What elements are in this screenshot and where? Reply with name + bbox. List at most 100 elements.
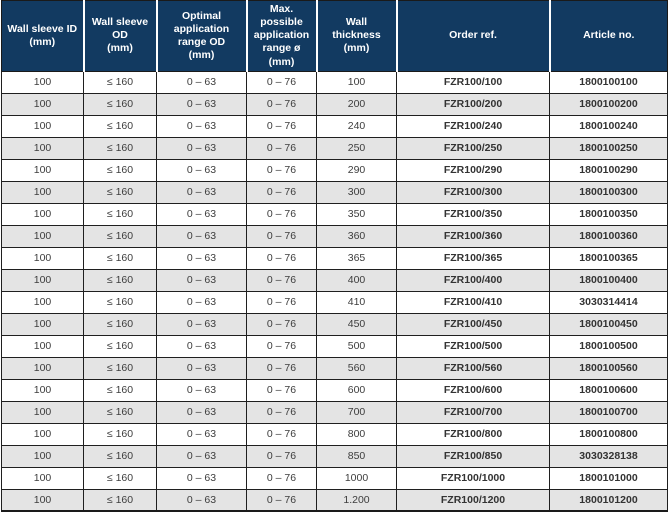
table-row: 100 ≤ 160 0 – 63 0 – 76 800 FZR100/800 1800100…: [1, 422, 668, 446]
table-cell: 100: [1, 180, 84, 204]
table-cell: 0 – 63: [156, 70, 247, 94]
table-cell: 1000: [316, 466, 397, 490]
table-cell: 1800100450: [549, 312, 668, 336]
table-cell: FZR100/410: [396, 290, 550, 314]
table-cell: 0 – 76: [246, 312, 317, 336]
table-cell: 0 – 76: [246, 290, 317, 314]
table-cell: ≤ 160: [83, 488, 157, 513]
table-cell: ≤ 160: [83, 70, 157, 94]
table-cell: 100: [1, 444, 84, 468]
table-cell: 0 – 63: [156, 356, 247, 380]
table-cell: FZR100/450: [396, 312, 550, 336]
table-cell: 0 – 76: [246, 356, 317, 380]
table-cell: ≤ 160: [83, 114, 157, 138]
table-cell: FZR100/1000: [396, 466, 550, 490]
table-cell: 450: [316, 312, 397, 336]
table-cell: 100: [1, 136, 84, 160]
table-cell: 100: [1, 246, 84, 270]
table-cell: ≤ 160: [83, 312, 157, 336]
table-cell: ≤ 160: [83, 334, 157, 358]
table-cell: 1800100600: [549, 378, 668, 402]
table-cell: 1800100360: [549, 224, 668, 248]
table-cell: 1800100700: [549, 400, 668, 424]
header-row: Wall sleeve ID (mm) Wall sleeve OD (mm) …: [1, 0, 668, 72]
table-cell: FZR100/600: [396, 378, 550, 402]
table-cell: 0 – 76: [246, 488, 317, 513]
table-cell: 850: [316, 444, 397, 468]
table-cell: 800: [316, 422, 397, 446]
table-cell: 0 – 76: [246, 158, 317, 182]
table-cell: FZR100/400: [396, 268, 550, 292]
table-row: 100 ≤ 160 0 – 63 0 – 76 290 FZR100/290 1800100…: [1, 158, 668, 182]
table-cell: ≤ 160: [83, 356, 157, 380]
table-cell: ≤ 160: [83, 290, 157, 314]
table-row: 100 ≤ 160 0 – 63 0 – 76 350 FZR100/350 1800100…: [1, 202, 668, 226]
table-cell: 1800100300: [549, 180, 668, 204]
table-cell: 360: [316, 224, 397, 248]
table-cell: 0 – 76: [246, 136, 317, 160]
table-cell: 100: [1, 114, 84, 138]
table-cell: 365: [316, 246, 397, 270]
table-cell: 0 – 63: [156, 202, 247, 226]
table-cell: 100: [1, 268, 84, 292]
product-spec-table: Wall sleeve ID (mm) Wall sleeve OD (mm) …: [1, 0, 668, 513]
table-cell: 0 – 76: [246, 180, 317, 204]
table-cell: 3030314414: [549, 290, 668, 314]
table-cell: 0 – 76: [246, 422, 317, 446]
table-cell: 0 – 63: [156, 466, 247, 490]
table-cell: 0 – 76: [246, 224, 317, 248]
table-cell: 1800100500: [549, 334, 668, 358]
table-cell: 0 – 76: [246, 466, 317, 490]
table-cell: 100: [1, 488, 84, 513]
table-cell: 1800100100: [549, 70, 668, 94]
table-cell: 0 – 63: [156, 488, 247, 513]
table-cell: 0 – 63: [156, 312, 247, 336]
table-cell: 0 – 76: [246, 334, 317, 358]
table-cell: 0 – 63: [156, 158, 247, 182]
table-cell: 400: [316, 268, 397, 292]
table-cell: 100: [1, 356, 84, 380]
table-cell: 0 – 63: [156, 246, 247, 270]
table-row: 100 ≤ 160 0 – 63 0 – 76 365 FZR100/365 1800100…: [1, 246, 668, 270]
table-cell: 700: [316, 400, 397, 424]
table-cell: ≤ 160: [83, 136, 157, 160]
column-header-max-application-range: Max. possible application range ø (mm): [246, 0, 318, 72]
column-header-optimal-application-range: Optimal application range OD (mm): [156, 0, 248, 72]
table-cell: 0 – 63: [156, 268, 247, 292]
table-cell: ≤ 160: [83, 224, 157, 248]
table-cell: 0 – 76: [246, 400, 317, 424]
table-body: 100 ≤ 160 0 – 63 0 – 76 100 FZR100/100 1800100…: [1, 70, 668, 513]
table-row: 100 ≤ 160 0 – 63 0 – 76 500 FZR100/500 1800100…: [1, 334, 668, 358]
table-cell: 1800100560: [549, 356, 668, 380]
table-cell: ≤ 160: [83, 400, 157, 424]
table-cell: 1800100365: [549, 246, 668, 270]
table-cell: 100: [1, 422, 84, 446]
table-cell: 0 – 63: [156, 422, 247, 446]
table-cell: 0 – 63: [156, 334, 247, 358]
table-row: 100 ≤ 160 0 – 63 0 – 76 1000 FZR100/1000 18001…: [1, 466, 668, 490]
table-cell: 1800100200: [549, 92, 668, 116]
table-cell: 3030328138: [549, 444, 668, 468]
table-cell: 250: [316, 136, 397, 160]
table-cell: ≤ 160: [83, 202, 157, 226]
table-cell: 0 – 63: [156, 378, 247, 402]
table-cell: 240: [316, 114, 397, 138]
table-cell: FZR100/360: [396, 224, 550, 248]
table-cell: 0 – 76: [246, 92, 317, 116]
column-header-wall-sleeve-od: Wall sleeve OD (mm): [83, 0, 158, 72]
table-row: 100 ≤ 160 0 – 63 0 – 76 700 FZR100/700 1800100…: [1, 400, 668, 424]
table-cell: FZR100/1200: [396, 488, 550, 513]
table-cell: ≤ 160: [83, 378, 157, 402]
table-cell: 0 – 76: [246, 378, 317, 402]
table-cell: 100: [1, 466, 84, 490]
table-cell: FZR100/250: [396, 136, 550, 160]
table-cell: 0 – 63: [156, 224, 247, 248]
table-cell: FZR100/800: [396, 422, 550, 446]
table-cell: 1800100800: [549, 422, 668, 446]
table-cell: ≤ 160: [83, 158, 157, 182]
table-row: 100 ≤ 160 0 – 63 0 – 76 250 FZR100/250 1800100…: [1, 136, 668, 160]
table-cell: FZR100/100: [396, 70, 550, 94]
table-cell: FZR100/290: [396, 158, 550, 182]
table-cell: 0 – 76: [246, 268, 317, 292]
